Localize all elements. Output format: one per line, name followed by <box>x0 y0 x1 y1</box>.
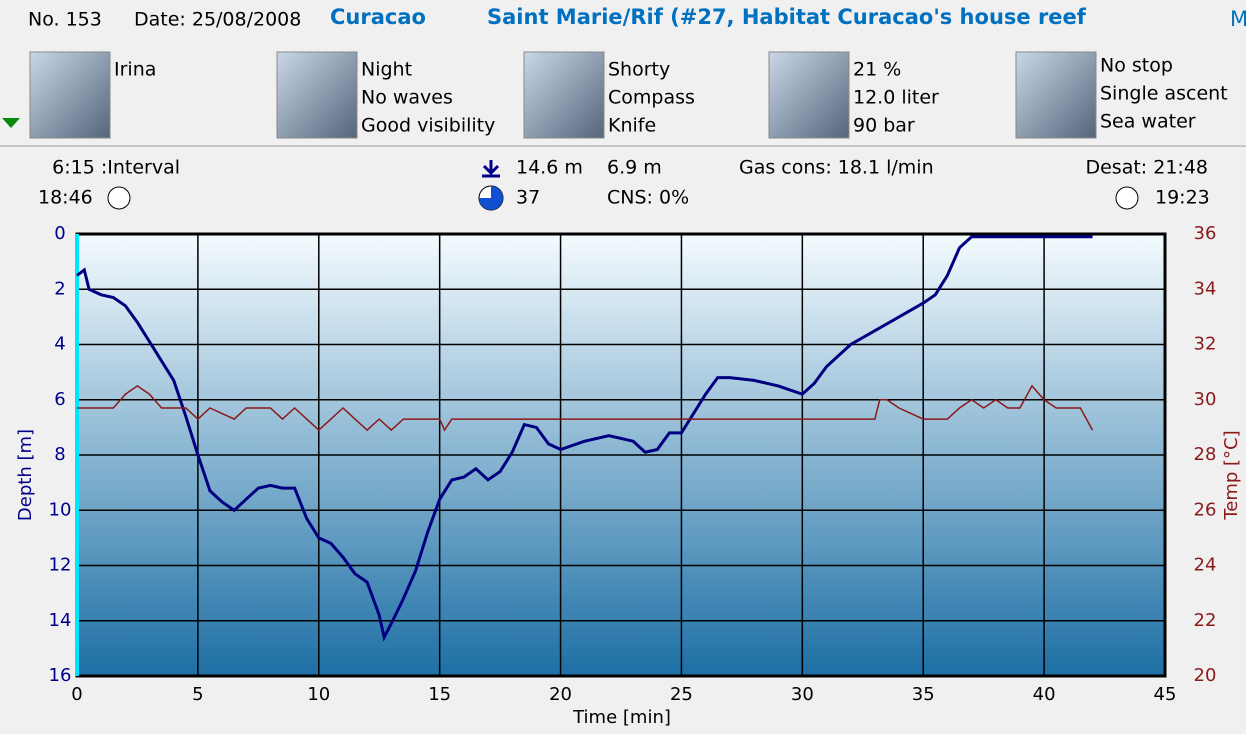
dive-site: Saint Marie/Rif (#27, Habitat Curacao's … <box>487 5 1087 29</box>
x-tick-label: 0 <box>71 684 82 705</box>
cns: CNS: 0% <box>607 187 689 209</box>
location: Curacao <box>330 5 426 29</box>
panel-text: 12.0 liter <box>853 87 939 109</box>
panel-icon <box>276 51 358 139</box>
start-time: 18:46 <box>38 187 93 209</box>
x-tick-label: 25 <box>670 684 693 705</box>
cut-text: M <box>1230 7 1246 31</box>
x-tick-label: 15 <box>428 684 451 705</box>
panel-icon <box>1015 51 1097 139</box>
y2-tick-label: 24 <box>1194 555 1217 576</box>
end-time: 19:23 <box>1155 187 1210 209</box>
y-tick-label: 12 <box>49 555 72 576</box>
y-tick-label: 16 <box>49 665 72 686</box>
panel-icon <box>768 51 850 139</box>
panel-icon <box>29 51 111 139</box>
y-tick-label: 4 <box>54 334 65 355</box>
avg-depth: 6.9 m <box>607 157 662 179</box>
y2-tick-label: 30 <box>1194 389 1217 410</box>
panel-text: No stop <box>1100 55 1173 77</box>
y2-tick-label: 34 <box>1194 278 1217 299</box>
depth-line <box>76 235 1093 642</box>
x-tick-label: 40 <box>1033 684 1056 705</box>
y-tick-label: 8 <box>54 444 65 465</box>
x-tick-label: 5 <box>192 684 203 705</box>
y2-tick-label: 26 <box>1194 499 1217 520</box>
x-tick-label: 20 <box>549 684 572 705</box>
x-tick-label: 45 <box>1154 684 1177 705</box>
max-depth: 14.6 m <box>516 157 583 179</box>
y2-axis-title: Temp [°C] <box>1221 430 1242 520</box>
panel-icon <box>523 51 605 139</box>
y-tick-label: 6 <box>54 389 65 410</box>
info-panels: Irina Night No waves Good visibility Shorty C… <box>29 51 1228 139</box>
y2-tick-label: 32 <box>1194 334 1217 355</box>
desaturation: Desat: 21:48 <box>1085 157 1208 179</box>
dive-date: Date: 25/08/2008 <box>134 9 301 31</box>
clock-icon <box>107 186 131 210</box>
y-tick-label: 14 <box>49 610 72 631</box>
dropdown-arrow[interactable] <box>2 118 20 128</box>
y2-tick-label: 28 <box>1194 444 1217 465</box>
panel-text: Compass <box>608 87 695 109</box>
panel-text: Shorty <box>608 59 670 81</box>
panel-text: Knife <box>608 115 656 137</box>
x-axis-title: Time [min] <box>572 707 671 728</box>
panel-text: Single ascent <box>1100 83 1228 105</box>
panel-text: No waves <box>361 87 453 109</box>
duration-icon-fill <box>479 186 503 210</box>
y-tick-label: 0 <box>54 223 65 244</box>
panel-text: 21 % <box>853 59 901 81</box>
y-tick-label: 10 <box>49 499 72 520</box>
clock-icon <box>1115 186 1139 210</box>
panel-text: Sea water <box>1100 111 1196 133</box>
dive-number: No. 153 <box>28 9 102 31</box>
temperature-line <box>77 384 1094 432</box>
y2-tick-label: 22 <box>1194 610 1217 631</box>
panel-text: 90 bar <box>853 115 915 137</box>
x-tick-label: 30 <box>791 684 814 705</box>
duration: 37 <box>516 187 540 209</box>
interval: 6:15 :Interval <box>52 157 180 179</box>
y-tick-label: 2 <box>54 278 65 299</box>
panel-text: Night <box>361 59 412 81</box>
x-tick-label: 35 <box>912 684 935 705</box>
depth-icon <box>482 160 500 178</box>
gas-consumption: Gas cons: 18.1 l/min <box>739 157 934 179</box>
panel-text: Good visibility <box>361 115 495 137</box>
y-axis-title: Depth [m] <box>15 429 36 521</box>
y2-tick-label: 36 <box>1194 223 1217 244</box>
x-tick-label: 10 <box>307 684 330 705</box>
panel-text: Irina <box>114 59 156 81</box>
y2-tick-label: 20 <box>1194 665 1217 686</box>
